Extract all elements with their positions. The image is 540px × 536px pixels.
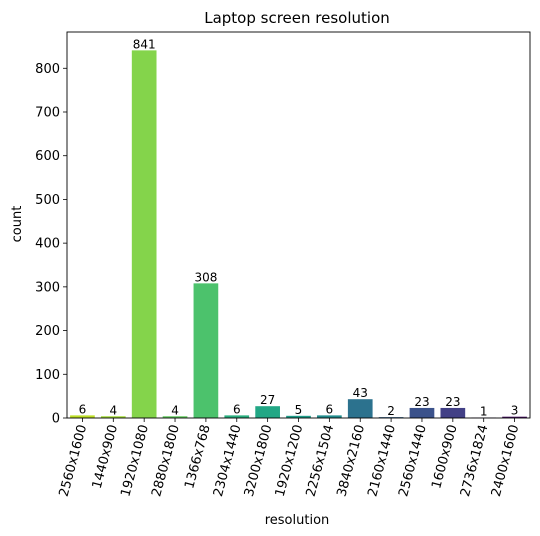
x-tick-label: 2256x1504 bbox=[304, 423, 338, 498]
y-axis: 0 100 200 300 400 500 600 700 800 bbox=[35, 62, 67, 427]
x-tick-label: 1366x768 bbox=[182, 423, 213, 490]
bar-1920x1200 bbox=[286, 415, 311, 418]
x-tick-label: 2736x1824 bbox=[458, 423, 492, 498]
bar-value-label: 308 bbox=[194, 270, 217, 284]
bar-1366x768 bbox=[193, 283, 219, 418]
bar-2560x1600 bbox=[70, 415, 95, 418]
bar-value-label: 6 bbox=[79, 402, 87, 416]
y-tick-label: 700 bbox=[35, 105, 60, 120]
bars-group bbox=[70, 50, 527, 419]
x-tick-label: 2560x1600 bbox=[57, 423, 91, 498]
y-tick-label: 500 bbox=[35, 193, 60, 208]
bar-3200x1800 bbox=[255, 406, 280, 418]
y-tick-label: 200 bbox=[35, 324, 60, 339]
x-tick-label: 1600x900 bbox=[429, 423, 460, 490]
bar-2304x1440 bbox=[224, 415, 250, 418]
x-tick-label: 3840x2160 bbox=[334, 423, 368, 498]
bar-value-label: 23 bbox=[445, 395, 460, 409]
bar-1600x900 bbox=[440, 407, 466, 418]
bar-1440x900 bbox=[100, 416, 126, 418]
bar-value-label: 23 bbox=[414, 395, 429, 409]
bar-2560x1440 bbox=[409, 407, 435, 418]
x-axis-label: resolution bbox=[265, 513, 330, 528]
bar-value-label: 27 bbox=[260, 393, 275, 407]
y-tick-label: 0 bbox=[52, 412, 60, 427]
chart-title: Laptop screen resolution bbox=[204, 9, 390, 27]
bar-value-label: 1 bbox=[480, 405, 488, 419]
x-tick-label: 1440x900 bbox=[90, 423, 121, 490]
bar-value-label: 3 bbox=[511, 404, 519, 418]
x-tick-label: 2160x1440 bbox=[365, 423, 399, 498]
bar-value-label: 4 bbox=[109, 403, 117, 417]
plot-frame bbox=[66, 31, 531, 419]
bar-value-label: 5 bbox=[295, 403, 303, 417]
bar-2400x1600 bbox=[502, 416, 527, 418]
bar-1920x1080 bbox=[131, 50, 157, 418]
bar-3840x2160 bbox=[347, 399, 373, 418]
y-axis-label: count bbox=[10, 206, 25, 243]
x-tick-label: 1920x1200 bbox=[273, 423, 307, 498]
x-tick-label: 2880x1800 bbox=[149, 423, 183, 498]
bar-value-label: 2 bbox=[387, 404, 395, 418]
x-tick-label: 2304x1440 bbox=[211, 423, 245, 498]
y-tick-label: 100 bbox=[35, 368, 60, 383]
y-tick-label: 300 bbox=[35, 280, 60, 295]
x-tick-label: 2400x1600 bbox=[489, 423, 523, 498]
x-tick-label: 2560x1440 bbox=[396, 423, 430, 498]
y-tick-label: 600 bbox=[35, 149, 60, 164]
bar-value-label: 841 bbox=[133, 37, 156, 51]
bar-value-label: 43 bbox=[353, 386, 368, 400]
bar-2256x1504 bbox=[317, 415, 342, 418]
bar-value-label: 4 bbox=[171, 403, 179, 417]
x-tick-label: 1920x1080 bbox=[118, 423, 152, 498]
bar-labels-group: 6 4 841 4 308 6 27 5 6 43 2 23 23 1 3 bbox=[79, 37, 519, 418]
y-tick-label: 400 bbox=[35, 237, 60, 252]
bar-value-label: 6 bbox=[326, 402, 334, 416]
x-tick-label: 3200x1800 bbox=[242, 423, 276, 498]
bar-2880x1800 bbox=[162, 416, 188, 418]
y-tick-label: 800 bbox=[35, 62, 60, 77]
bar-value-label: 6 bbox=[233, 402, 241, 416]
